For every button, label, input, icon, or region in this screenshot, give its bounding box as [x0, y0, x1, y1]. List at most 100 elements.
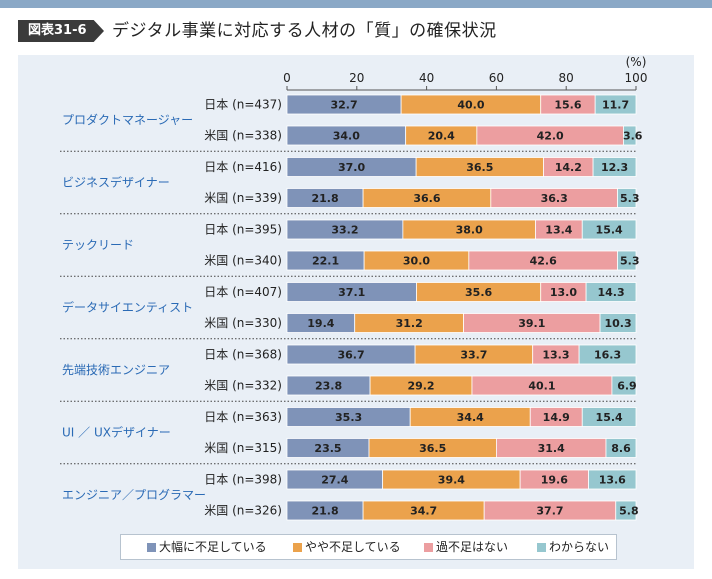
x-tick-label: 100	[625, 71, 648, 85]
x-tick-label: 40	[419, 71, 434, 85]
figure-title: デジタル事業に対応する人材の「質」の確保状況	[112, 21, 497, 41]
data-label: 35.3	[335, 411, 362, 424]
data-label: 33.2	[331, 224, 358, 237]
legend-item: 大幅に不足している	[147, 535, 267, 559]
data-label: 13.4	[545, 224, 572, 237]
bar-segment	[617, 188, 637, 208]
category-label: エンジニア／プログラマー	[62, 488, 206, 502]
data-label: 8.6	[611, 442, 631, 455]
category-label: テックリード	[62, 238, 134, 252]
legend-swatch	[293, 543, 302, 552]
data-label: 21.8	[311, 192, 338, 205]
data-label: 34.7	[410, 505, 437, 518]
bar-segment	[592, 157, 637, 177]
legend-swatch	[424, 543, 433, 552]
data-label: 21.8	[311, 505, 338, 518]
bar-segment	[623, 125, 637, 146]
row-label: 日本 (n=395)	[204, 223, 282, 237]
bar-segment	[588, 469, 637, 490]
data-label: 33.7	[460, 349, 487, 362]
legend-label: 大幅に不足している	[159, 540, 267, 554]
data-label: 15.4	[596, 224, 623, 237]
data-label: 6.9	[617, 380, 637, 393]
bar-segment	[585, 282, 637, 302]
data-label: 23.8	[315, 380, 342, 393]
data-label: 16.3	[594, 349, 621, 362]
data-label: 31.2	[396, 317, 423, 330]
bar-segment	[599, 313, 637, 333]
category-label: UI ／ UXデザイナー	[62, 425, 171, 440]
data-label: 29.2	[407, 380, 434, 393]
row-label: 米国 (n=315)	[204, 441, 282, 455]
row-label: 米国 (n=332)	[204, 379, 282, 393]
data-label: 10.3	[604, 317, 631, 330]
data-label: 34.0	[333, 130, 360, 143]
data-label: 5.3	[620, 255, 640, 268]
bar-segment	[611, 375, 637, 396]
x-tick-label: 0	[283, 71, 291, 85]
bar-segment	[581, 219, 637, 240]
category-label: 先端技術エンジニア	[62, 363, 170, 377]
row-label: 日本 (n=368)	[204, 348, 282, 362]
data-label: 37.1	[338, 286, 365, 299]
row-label: 米国 (n=340)	[204, 254, 282, 268]
legend-item: やや不足している	[293, 535, 401, 559]
data-label: 11.7	[602, 99, 629, 112]
legend-item: 過不足はない	[424, 535, 508, 559]
data-label: 22.1	[312, 255, 339, 268]
data-label: 36.5	[419, 442, 446, 455]
data-label: 36.5	[466, 161, 493, 174]
data-label: 23.5	[314, 442, 341, 455]
data-label: 39.1	[518, 317, 545, 330]
data-label: 37.7	[536, 505, 563, 518]
legend-label: 過不足はない	[436, 540, 509, 554]
data-label: 13.6	[599, 474, 626, 487]
unit-label: (%)	[626, 55, 647, 69]
data-label: 36.6	[413, 192, 440, 205]
bar-segment	[615, 500, 637, 521]
legend-label: わからない	[549, 540, 610, 554]
row-label: 米国 (n=330)	[204, 316, 282, 330]
row-label: 米国 (n=326)	[204, 504, 282, 518]
data-label: 13.0	[550, 286, 577, 299]
x-tick-label: 20	[349, 71, 364, 85]
data-label: 40.1	[528, 380, 555, 393]
data-label: 14.9	[543, 411, 570, 424]
row-label: 日本 (n=407)	[204, 285, 282, 299]
bar-segment	[578, 344, 637, 365]
category-label: ビジネスデザイナー	[62, 175, 170, 190]
data-label: 34.4	[457, 411, 484, 424]
data-label: 37.0	[338, 161, 365, 174]
x-tick-label: 60	[489, 71, 504, 85]
legend-swatch	[147, 543, 156, 552]
data-label: 38.0	[456, 224, 483, 237]
row-label: 日本 (n=363)	[204, 410, 282, 424]
data-label: 36.3	[541, 192, 568, 205]
row-label: 米国 (n=339)	[204, 191, 282, 205]
data-label: 14.2	[555, 161, 582, 174]
data-label: 13.3	[542, 349, 569, 362]
data-label: 5.8	[619, 505, 639, 518]
data-label: 12.3	[601, 161, 628, 174]
data-label: 40.0	[457, 99, 484, 112]
data-label: 36.7	[337, 349, 364, 362]
data-label: 15.4	[596, 411, 623, 424]
data-label: 39.4	[438, 474, 465, 487]
data-label: 3.6	[623, 130, 643, 143]
bar-segment	[594, 94, 637, 115]
bar-segment	[605, 438, 637, 458]
legend-label: やや不足している	[305, 540, 401, 554]
x-tick-label: 80	[559, 71, 574, 85]
data-label: 32.7	[330, 99, 357, 112]
category-label: データサイエンティスト	[62, 300, 193, 315]
data-label: 31.4	[538, 442, 565, 455]
data-label: 20.4	[428, 130, 455, 143]
bar-segment	[581, 407, 637, 427]
data-label: 42.0	[537, 130, 564, 143]
category-label: プロダクトマネージャー	[62, 112, 193, 127]
row-label: 米国 (n=338)	[204, 129, 282, 143]
figure-number-badge: 図表31-6	[18, 20, 104, 42]
bar-segment	[617, 250, 637, 271]
row-label: 日本 (n=416)	[204, 160, 282, 174]
